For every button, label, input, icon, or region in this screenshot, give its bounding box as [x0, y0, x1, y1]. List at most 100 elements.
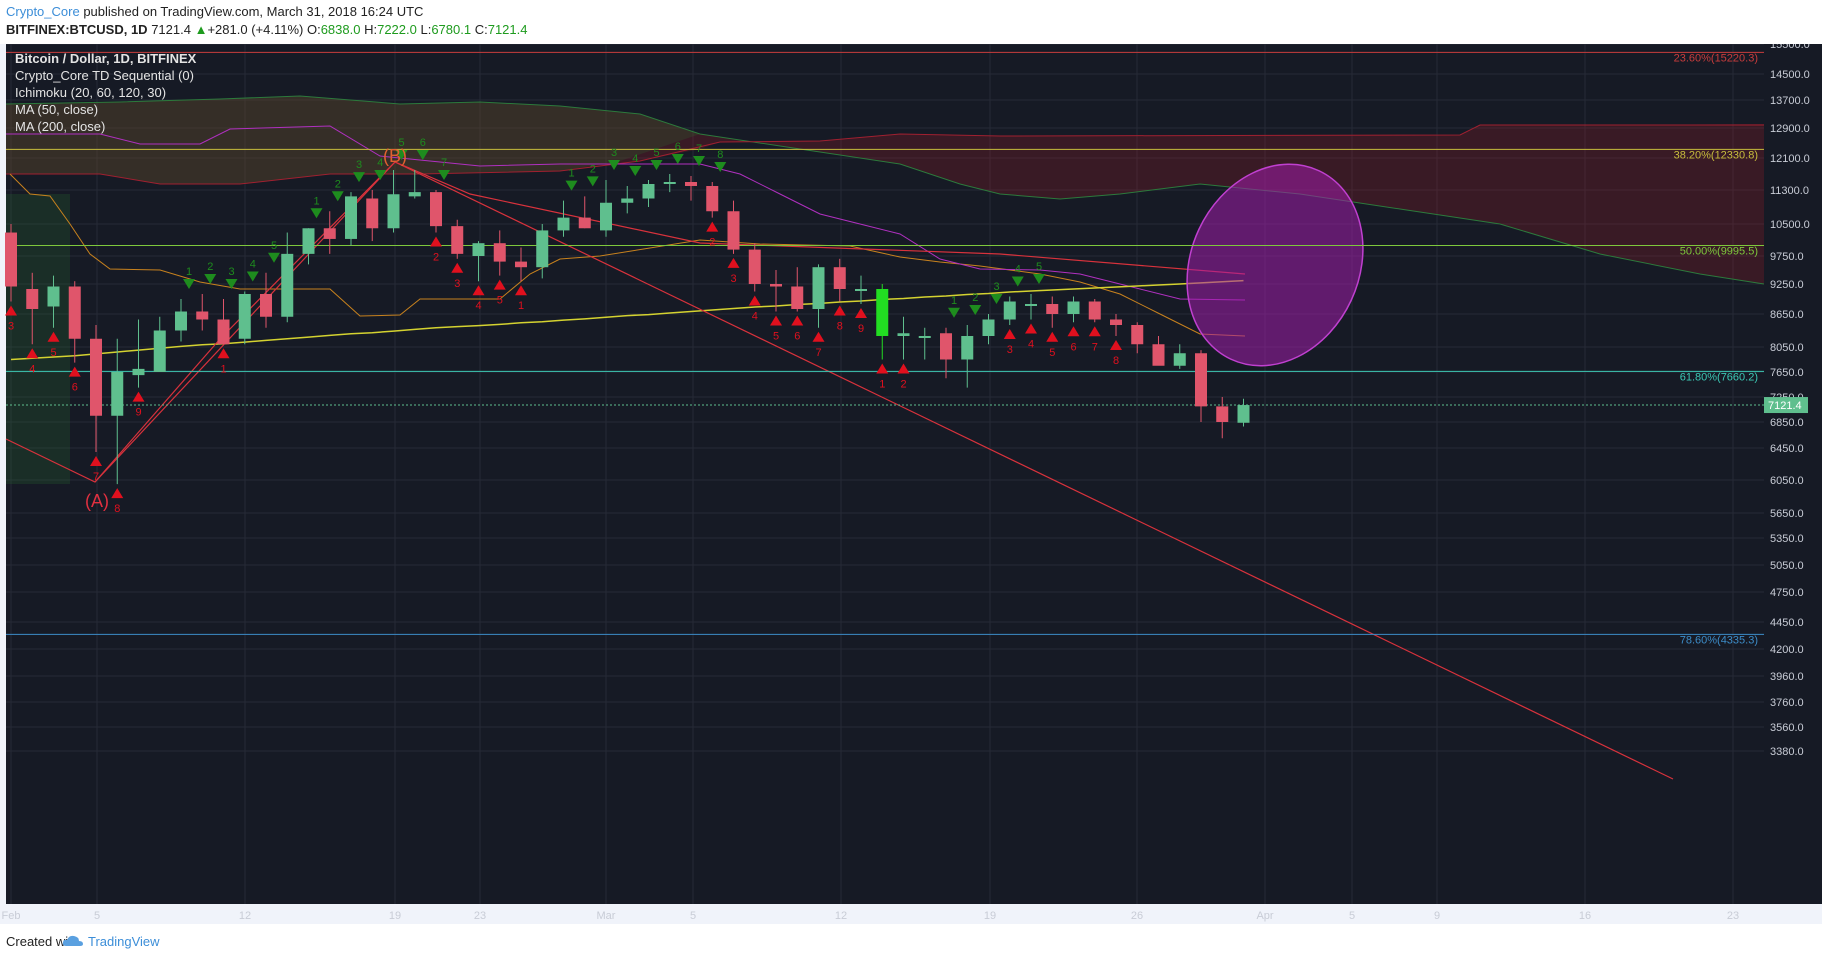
- candle-body-35: [748, 249, 761, 284]
- author-link[interactable]: Crypto_Core: [6, 4, 80, 19]
- candle-body-45: [961, 336, 974, 360]
- candle-body-55: [1173, 353, 1186, 366]
- candle-body-32: [685, 182, 697, 186]
- td-buy-count-21: 2: [972, 292, 978, 304]
- red-ma-line: [5, 161, 1246, 483]
- price-chart[interactable]: 23.60%(15220.3) 38.20%(12330.8) 50.00%(999…: [0, 44, 1822, 924]
- td-sell-count-23: 3: [1007, 344, 1013, 356]
- x-tick-13: 16: [1579, 910, 1591, 922]
- td-buy-count-22: 3: [993, 281, 999, 293]
- fib-label-3: 61.80%(7660.2): [1680, 371, 1758, 383]
- change: +281.0 (+4.11%): [207, 22, 304, 37]
- td-buy-arrow-6: [331, 191, 344, 202]
- td-sell-arrow-5: [111, 488, 124, 499]
- td-buy-count-8: 4: [377, 157, 383, 169]
- td-buy-count-13: 2: [590, 163, 596, 175]
- tenkan-line: [6, 125, 1246, 301]
- candle-body-56: [1195, 353, 1207, 407]
- candle-body-2: [47, 286, 60, 307]
- td-buy-count-12: 1: [568, 168, 574, 180]
- candle-body-48: [1025, 304, 1037, 306]
- candle-body-17: [366, 198, 379, 229]
- low-value: 6780.1: [431, 22, 472, 37]
- grid: [6, 44, 1764, 904]
- up-arrow-icon: ▲: [194, 22, 208, 37]
- candle-body-57: [1216, 406, 1229, 422]
- td-sell-arrow-14: [727, 257, 740, 268]
- candle-body-39: [833, 267, 846, 289]
- candle-body-10: [217, 319, 230, 345]
- y-tick-0: 15500.0: [1770, 44, 1810, 51]
- td-sell-arrow-24: [1025, 323, 1037, 334]
- candle-body-9: [196, 311, 209, 320]
- downtrend-line: [394, 161, 1674, 780]
- td-buy-arrow-23: [1011, 276, 1024, 287]
- td-sell-count-0: 3: [8, 321, 14, 333]
- indicator-lines: [5, 125, 1674, 780]
- td-sell-arrow-23: [1003, 329, 1016, 339]
- open-value: 6838.0: [320, 22, 361, 37]
- y-tick-2: 13700.0: [1770, 95, 1810, 107]
- td-sell-arrow-11: [493, 279, 506, 290]
- td-buy-arrow-3: [246, 271, 259, 282]
- y-tick-14: 6450.0: [1770, 443, 1804, 455]
- td-sell-arrow-28: [1110, 340, 1122, 350]
- last-price-label: 7121.4: [1768, 400, 1802, 412]
- td-buy-count-9: 5: [398, 137, 404, 149]
- td-sell-count-21: 1: [879, 379, 885, 391]
- td-buy-arrow-13: [586, 176, 599, 187]
- last-price-box: [1764, 397, 1808, 414]
- candle-body-53: [1131, 325, 1144, 345]
- close-value: 7121.4: [487, 22, 528, 37]
- td-buy-arrow-10: [416, 150, 429, 160]
- td-buy-arrow-24: [1033, 274, 1045, 284]
- td-sell-arrow-26: [1067, 326, 1080, 337]
- td-buy-arrow-20: [948, 307, 960, 318]
- y-tick-15: 6050.0: [1770, 475, 1804, 487]
- td-buy-arrow-0: [183, 279, 195, 289]
- td-sell-count-17: 6: [794, 331, 800, 343]
- td-sell-arrow-7: [217, 348, 230, 359]
- y-tick-9: 8650.0: [1770, 309, 1804, 321]
- candle-body-21: [451, 226, 464, 254]
- candle-body-40: [855, 289, 867, 291]
- last-price: 7121.4: [151, 22, 191, 37]
- td-sell-count-22: 2: [900, 379, 906, 391]
- td-sell-count-9: 3: [454, 278, 460, 290]
- td-sell-arrow-17: [791, 315, 804, 326]
- td-sell-count-1: 4: [29, 363, 35, 375]
- td-buy-count-16: 5: [653, 147, 659, 159]
- td-buy-arrow-7: [353, 172, 365, 183]
- candle-body-26: [557, 217, 570, 231]
- candle-body-30: [642, 184, 655, 199]
- candle-body-51: [1088, 301, 1101, 320]
- x-tick-8: 19: [984, 910, 996, 922]
- x-tick-7: 12: [835, 910, 847, 922]
- candles: [5, 170, 1250, 485]
- candle-body-58: [1237, 405, 1250, 423]
- td-sell-count-18: 7: [815, 347, 821, 359]
- close-label: C:: [474, 22, 488, 37]
- cloud-bear: [6, 96, 1764, 284]
- td-buy-arrow-4: [268, 252, 280, 263]
- candle-body-5: [111, 372, 124, 416]
- y-tick-22: 3960.0: [1770, 671, 1804, 683]
- candle-body-23: [493, 243, 506, 262]
- candle-body-52: [1110, 319, 1122, 325]
- candle-body-49: [1046, 304, 1059, 314]
- tradingview-link[interactable]: TradingView: [88, 934, 160, 949]
- x-tick-2: 12: [239, 910, 251, 922]
- td-buy-arrow-9: [395, 150, 408, 160]
- y-tick-23: 3760.0: [1770, 697, 1804, 709]
- y-tick-10: 8050.0: [1770, 342, 1804, 354]
- td-sell-arrow-21: [876, 363, 889, 374]
- candle-body-33: [706, 186, 719, 212]
- candle-body-41: [876, 289, 889, 336]
- symbol-line: BITFINEX:BTCUSD, 1D 7121.4 ▲+281.0 (+4.1…: [6, 22, 527, 37]
- td-buy-arrow-16: [650, 160, 663, 170]
- td-sell-count-24: 4: [1028, 339, 1034, 351]
- td-sell-count-26: 6: [1070, 341, 1076, 353]
- td-buy-count-18: 7: [696, 143, 702, 155]
- td-sell-count-4: 7: [93, 471, 99, 483]
- td-sell-count-2: 5: [50, 347, 56, 359]
